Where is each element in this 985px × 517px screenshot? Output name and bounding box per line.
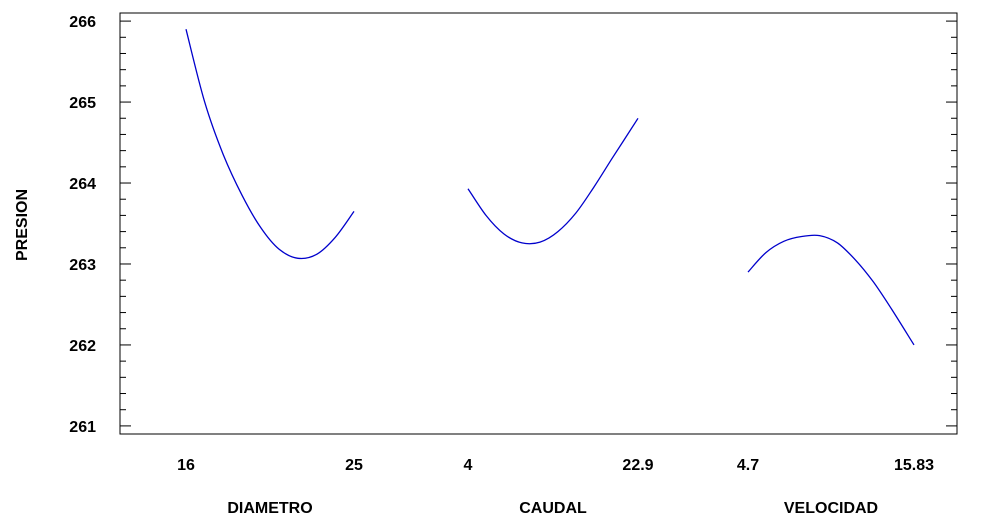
series-line-velocidad — [747, 234, 915, 346]
plot-frame — [119, 12, 958, 435]
x-axis-label-caudal: CAUDAL — [519, 500, 587, 517]
series-line-diametro — [185, 29, 355, 260]
x-axis-label-velocidad: VELOCIDAD — [784, 500, 878, 517]
x-axis-label-diametro: DIAMETRO — [227, 500, 312, 517]
x-tick-label: 22.9 — [622, 457, 653, 474]
x-tick-label: 4 — [464, 457, 473, 474]
y-tick-label: 266 — [69, 14, 96, 31]
y-tick-label: 265 — [69, 95, 96, 112]
y-axis-label: PRESION — [14, 189, 31, 261]
x-tick-label: 15.83 — [894, 457, 934, 474]
y-tick-label: 264 — [69, 176, 96, 193]
x-tick-label: 4.7 — [737, 457, 759, 474]
y-tick-label: 263 — [69, 257, 96, 274]
x-tick-label: 16 — [177, 457, 195, 474]
series-line-caudal — [467, 117, 639, 245]
y-tick-label: 261 — [69, 419, 96, 436]
x-tick-label: 25 — [345, 457, 363, 474]
y-tick-label: 262 — [69, 338, 96, 355]
